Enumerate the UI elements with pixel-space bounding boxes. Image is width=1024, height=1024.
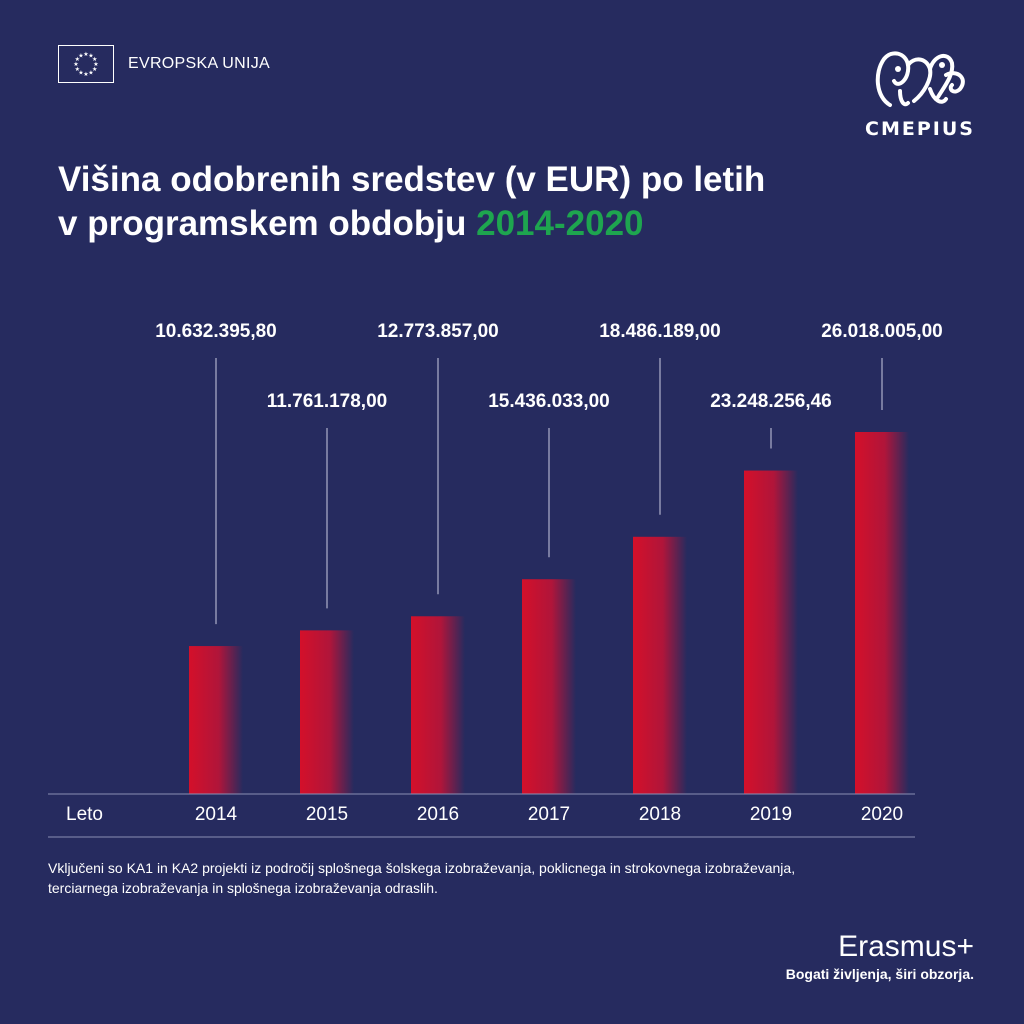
eu-star-icon: ★ — [78, 52, 83, 59]
value-label-2020: 26.018.005,00 — [821, 321, 943, 342]
eu-label: EVROPSKA UNIJA — [128, 55, 271, 72]
bar-2015 — [300, 630, 354, 794]
tick-label-2016: 2016 — [417, 804, 459, 825]
erasmus-branding: Erasmus+ Bogati življenja, širi obzorja. — [786, 930, 974, 982]
bar-2020 — [855, 432, 909, 794]
eu-star-icon: ★ — [75, 66, 80, 73]
tick-label-2018: 2018 — [639, 804, 681, 825]
value-label-2017: 15.436.033,00 — [488, 391, 610, 412]
value-label-2018: 18.486.189,00 — [599, 321, 721, 342]
eu-star-icon: ★ — [78, 70, 83, 77]
bar-2016 — [411, 616, 465, 794]
eu-branding: ★ ★ ★ ★ ★ ★ ★ ★ ★ ★ ★ ★ EVROPSKA UNIJA — [58, 45, 270, 83]
eu-star-icon: ★ — [83, 71, 88, 78]
tick-label-2020: 2020 — [861, 804, 903, 825]
eu-star-icon: ★ — [75, 56, 80, 63]
value-label-2016: 12.773.857,00 — [377, 321, 499, 342]
bar-2017 — [522, 579, 576, 794]
title-period-accent: 2014-2020 — [476, 204, 644, 243]
eu-star-icon: ★ — [92, 56, 97, 63]
title-line-2: v programskem obdobju 2014-2020 — [58, 202, 765, 246]
title-line-2-prefix: v programskem obdobju — [58, 204, 477, 243]
page-title: Višina odobrenih sredstev (v EUR) po let… — [58, 158, 765, 246]
eu-star-icon: ★ — [73, 61, 78, 68]
eu-star-icon: ★ — [83, 51, 88, 58]
tick-label-2019: 2019 — [750, 804, 792, 825]
eu-star-icon: ★ — [93, 61, 98, 68]
category-axis-label: Leto — [66, 804, 103, 825]
tick-label-2014: 2014 — [195, 804, 238, 825]
value-label-2019: 23.248.256,46 — [710, 391, 832, 412]
eu-star-icon: ★ — [88, 70, 93, 77]
eu-flag-icon: ★ ★ ★ ★ ★ ★ ★ ★ ★ ★ ★ ★ — [58, 45, 114, 83]
value-label-2015: 11.761.178,00 — [267, 391, 387, 412]
erasmus-slogan: Bogati življenja, širi obzorja. — [785, 966, 974, 982]
erasmus-logo-text: Erasmus+ — [838, 930, 974, 963]
eu-star-icon: ★ — [92, 66, 97, 73]
bar-2014 — [189, 646, 243, 794]
bar-2018 — [633, 536, 687, 794]
tick-label-2015: 2015 — [306, 804, 348, 825]
title-line-1: Višina odobrenih sredstev (v EUR) po let… — [58, 160, 766, 199]
bar-2019 — [744, 470, 798, 794]
tick-label-2017: 2017 — [528, 804, 570, 825]
cmepius-doodle-icon — [875, 51, 965, 107]
cmepius-logo-text: CMEPIUS — [865, 118, 975, 140]
value-label-2014: 10.632.395,80 — [155, 321, 277, 342]
footnote: Vključeni so KA1 in KA2 projekti iz podr… — [48, 860, 796, 896]
eu-star-icon: ★ — [88, 52, 93, 59]
